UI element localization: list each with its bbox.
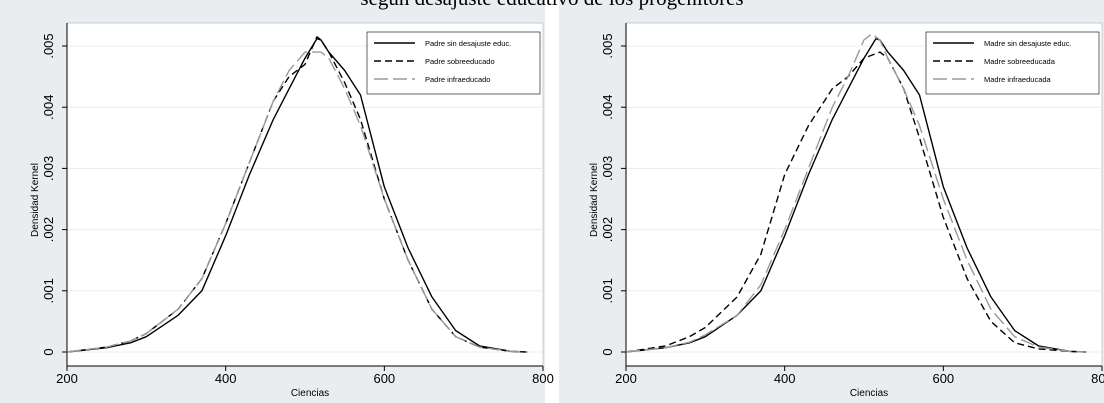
y-tick-label: .003 — [600, 156, 615, 181]
y-tick-label: .002 — [600, 217, 615, 242]
chart-panel-madre: 0 .001 .002 .003 .004 .005 200 400 600 800 Ciencia… — [559, 0, 1104, 403]
series-line-3 — [625, 33, 1087, 353]
y-tick-label: .001 — [600, 278, 615, 303]
legend-label-3: Padre infraeducado — [425, 75, 490, 84]
chart-panel-padre: 0 .001 .002 .003 .004 .005 200 400 600 800 Ciencia… — [0, 0, 554, 403]
figure-title: según desajuste educativo de los progeni… — [0, 0, 1104, 11]
x-tick-label: 400 — [774, 371, 796, 386]
y-tick-label: .003 — [41, 156, 56, 181]
legend: Padre sin desajuste educ. Padre sobreeduc… — [366, 31, 541, 95]
y-tick-label: .005 — [600, 33, 615, 58]
x-tick-label: 800 — [532, 371, 554, 386]
series-line-2 — [625, 51, 1087, 353]
x-tick-label: 600 — [373, 371, 395, 386]
legend-label-3: Madre infraeducada — [984, 75, 1052, 84]
y-tick-label: 0 — [600, 348, 615, 355]
legend-label-1: Madre sin desajuste educ. — [984, 39, 1072, 48]
legend-label-1: Padre sin desajuste educ. — [425, 39, 511, 48]
y-axis-label: Densidad Kernel — [589, 163, 600, 237]
y-tick-label: .004 — [600, 95, 615, 120]
y-tick-label: .002 — [41, 217, 56, 242]
legend: Madre sin desajuste educ. Madre sobreeduc… — [925, 31, 1100, 95]
y-tick-label: .005 — [41, 33, 56, 58]
series-line-3 — [66, 51, 528, 353]
chart-svg-padre: 0 .001 .002 .003 .004 .005 200 400 600 800 Ciencia… — [30, 22, 554, 399]
x-tick-label: 800 — [1091, 371, 1104, 386]
x-tick-label: 600 — [932, 371, 954, 386]
x-axis-label: Ciencias — [850, 388, 888, 399]
legend-label-2: Madre sobreeducada — [984, 57, 1056, 66]
y-tick-label: 0 — [41, 348, 56, 355]
y-tick-label: .004 — [41, 95, 56, 120]
x-tick-label: 200 — [56, 371, 78, 386]
x-tick-label: 200 — [615, 371, 637, 386]
y-tick-label: .001 — [41, 278, 56, 303]
chart-svg-madre: 0 .001 .002 .003 .004 .005 200 400 600 800 Ciencia… — [589, 22, 1104, 399]
x-tick-label: 400 — [215, 371, 237, 386]
y-axis-label: Densidad Kernel — [30, 163, 41, 237]
x-axis-label: Ciencias — [291, 388, 329, 399]
series-line-1 — [66, 38, 528, 353]
legend-label-2: Padre sobreeducado — [425, 57, 495, 66]
